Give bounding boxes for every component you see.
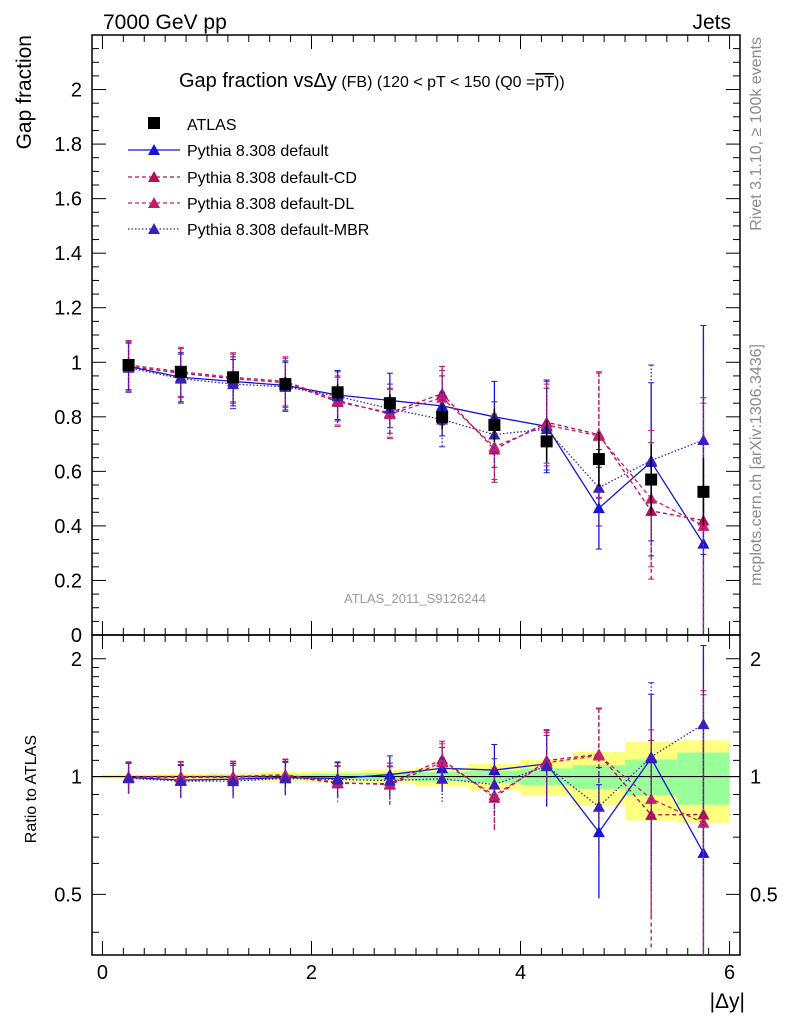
- ratio-y-tick-label-right: 0.5: [750, 884, 778, 906]
- y-tick-label: 0.2: [54, 570, 82, 592]
- ratio-y-tick-label: 0.5: [54, 884, 82, 906]
- mc-ratio-marker: [540, 760, 553, 772]
- mc-ratio-series: [122, 690, 710, 955]
- y-tick-label: 0: [71, 625, 82, 647]
- legend-marker: [148, 197, 160, 208]
- top-panel: 0 0.2 0.4 0.6 0.8 1 1.2 1.4 1.6 1.8 2: [54, 34, 741, 647]
- atlas-marker: [227, 371, 240, 384]
- mc-ratio-marker: [488, 778, 501, 790]
- mc-line: [128, 364, 704, 527]
- mc-ratio-marker: [227, 775, 240, 787]
- atlas-marker: [279, 378, 292, 391]
- mc-marker: [227, 378, 240, 390]
- x-tick-label: 6: [724, 962, 735, 984]
- mc-ratio-marker: [592, 800, 605, 812]
- atlas-marker: [383, 397, 396, 410]
- mc-line: [128, 365, 704, 522]
- header-left: 7000 GeV pp: [103, 11, 227, 34]
- mc-ratio-series: [122, 694, 710, 955]
- legend-label: Pythia 8.308 default-MBR: [187, 222, 369, 239]
- mc-ratio-marker: [279, 772, 292, 784]
- y-axis-label-bottom: Ratio to ATLAS: [23, 735, 40, 843]
- title-dy: Δy: [314, 70, 337, 92]
- y-tick-label: 1.2: [54, 298, 82, 320]
- mc-marker: [592, 481, 605, 493]
- header-right: Jets: [692, 11, 731, 34]
- mc-line: [128, 365, 704, 544]
- y-tick-label: 1: [71, 352, 82, 374]
- atlas-marker: [122, 359, 135, 371]
- legend-label: Pythia 8.308 default: [187, 143, 329, 160]
- mc-ratio-marker: [645, 750, 658, 762]
- legend: ATLAS Pythia 8.308 default Pythia 8.308 de…: [128, 117, 369, 239]
- mc-ratio-marker: [174, 775, 187, 787]
- x-tick-label: 2: [306, 962, 317, 984]
- y-tick-label: 1.4: [54, 243, 82, 265]
- mc-marker: [488, 440, 501, 452]
- mc-marker: [697, 434, 710, 445]
- watermark: ATLAS_2011_S9126244: [344, 591, 486, 606]
- x-axis-label: |Δy|: [710, 990, 745, 1013]
- rivet-version-label: Rivet 3.1.10, ≥ 100k events: [748, 37, 765, 231]
- mc-ratio-marker: [697, 816, 710, 828]
- y-tick-label: 2: [71, 80, 82, 102]
- y-axis-label-top: Gap fraction: [13, 35, 36, 149]
- mc-ratio-marker: [122, 772, 135, 784]
- mc-ratio-line: [128, 753, 704, 816]
- ratio-panel: 0 2 4 6 0.5 0.5 1 1 2 2: [54, 634, 778, 984]
- title-rest: (120 < pT < 150 (Q0 =: [372, 74, 535, 91]
- mc-series: [122, 324, 710, 557]
- plot-title: Gap fraction vsΔy (FB) (120 < pT < 150 (…: [179, 70, 565, 92]
- mc-ratio-marker: [436, 772, 449, 784]
- atlas-marker: [697, 485, 710, 498]
- y-tick-label: 0.8: [54, 407, 82, 429]
- mcplots-label: mcplots.cern.ch [arXiv:1306.3436]: [748, 344, 765, 586]
- mc-line: [128, 367, 704, 489]
- atlas-marker: [645, 473, 658, 486]
- y-tick-label: 1.6: [54, 189, 82, 211]
- legend-label: ATLAS: [187, 117, 237, 134]
- atlas-marker: [436, 410, 449, 423]
- atlas-marker: [331, 386, 344, 399]
- ratio-y-tick-label-right: 1: [750, 767, 761, 789]
- x-tick-label: 0: [97, 962, 108, 984]
- legend-marker-atlas: [148, 117, 160, 129]
- legend-label: Pythia 8.308 default-DL: [187, 196, 354, 213]
- title-pt: pT: [535, 74, 554, 91]
- atlas-marker: [174, 365, 187, 378]
- mc-ratio-marker: [383, 774, 396, 786]
- atlas-series: [122, 359, 710, 526]
- x-tick-label: 4: [515, 962, 526, 984]
- ratio-y-tick-label: 2: [71, 649, 82, 671]
- ratio-y-tick-label: 1: [71, 767, 82, 789]
- atlas-marker: [592, 453, 605, 466]
- atlas-marker: [540, 435, 553, 448]
- mc-ratio-marker: [331, 773, 344, 785]
- mc-ratio-series: [122, 645, 710, 892]
- mc-ratio-series: [122, 645, 710, 955]
- title-fb: (FB): [337, 74, 373, 91]
- legend-marker: [148, 144, 160, 155]
- ratio-y-tick-label-right: 2: [750, 649, 761, 671]
- mc-ratio-marker: [436, 756, 449, 768]
- mc-ratio-line: [128, 754, 704, 824]
- legend-marker: [148, 223, 160, 234]
- legend-label: Pythia 8.308 default-CD: [187, 170, 357, 187]
- y-tick-label: 1.8: [54, 134, 82, 156]
- legend-marker: [148, 171, 160, 182]
- mc-ratio-marker: [697, 718, 710, 730]
- atlas-marker: [488, 419, 501, 431]
- title-main: Gap fraction vs: [179, 70, 314, 92]
- title-close: )): [554, 74, 565, 91]
- mc-ratio-line: [128, 723, 704, 808]
- mc-marker: [592, 502, 605, 514]
- y-tick-label: 0.6: [54, 461, 82, 483]
- mc-marker: [174, 372, 187, 384]
- mc-ratio-marker: [592, 749, 605, 761]
- mc-series: [122, 324, 710, 636]
- y-tick-label: 0.4: [54, 516, 82, 538]
